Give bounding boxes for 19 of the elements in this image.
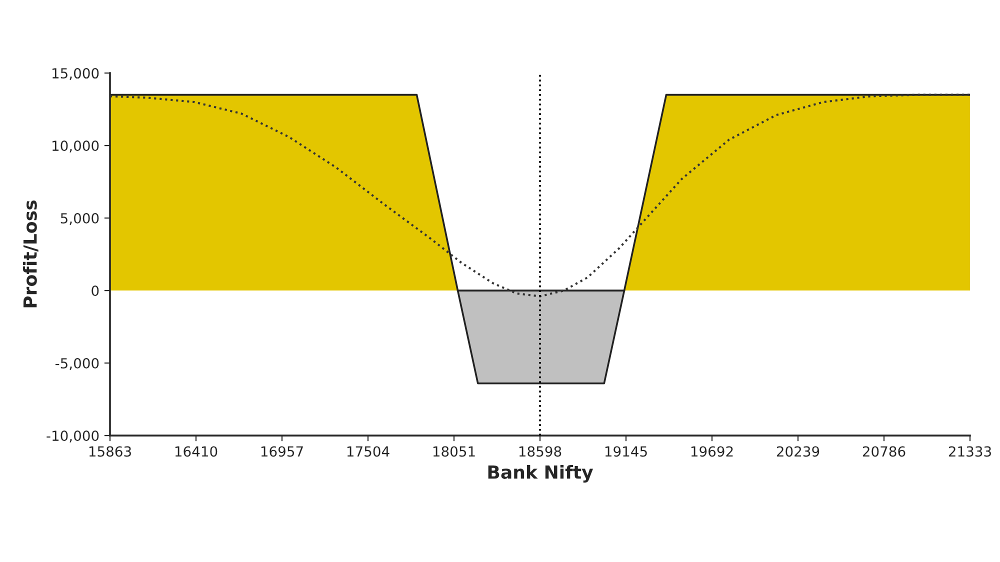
x-tick-label: 20239 [776,446,820,457]
y-tick-label: 0 [92,286,99,296]
y-tick-label: 10,000 [52,140,99,152]
x-tick-label: 15863 [89,446,131,457]
x-tick-label: 21333 [948,446,991,457]
x-tick-label: 17504 [347,446,390,457]
y-tick-label: 15,000 [52,68,99,80]
y-axis-title: Profit/Loss [22,200,38,308]
x-tick-label: 20786 [862,446,906,457]
x-tick-label: 19692 [691,446,733,457]
x-tick-label: 16957 [261,446,303,457]
x-tick-label: 18598 [519,446,562,457]
y-tick-label: 5,000 [60,213,99,225]
y-tick-label: -10,000 [46,430,99,442]
y-tick-label: -5,000 [55,358,99,370]
x-tick-label: 19145 [605,446,647,457]
x-axis-title: Bank Nifty [488,464,593,483]
x-tick-label: 16410 [175,446,218,457]
x-tick-label: 18051 [433,446,475,457]
